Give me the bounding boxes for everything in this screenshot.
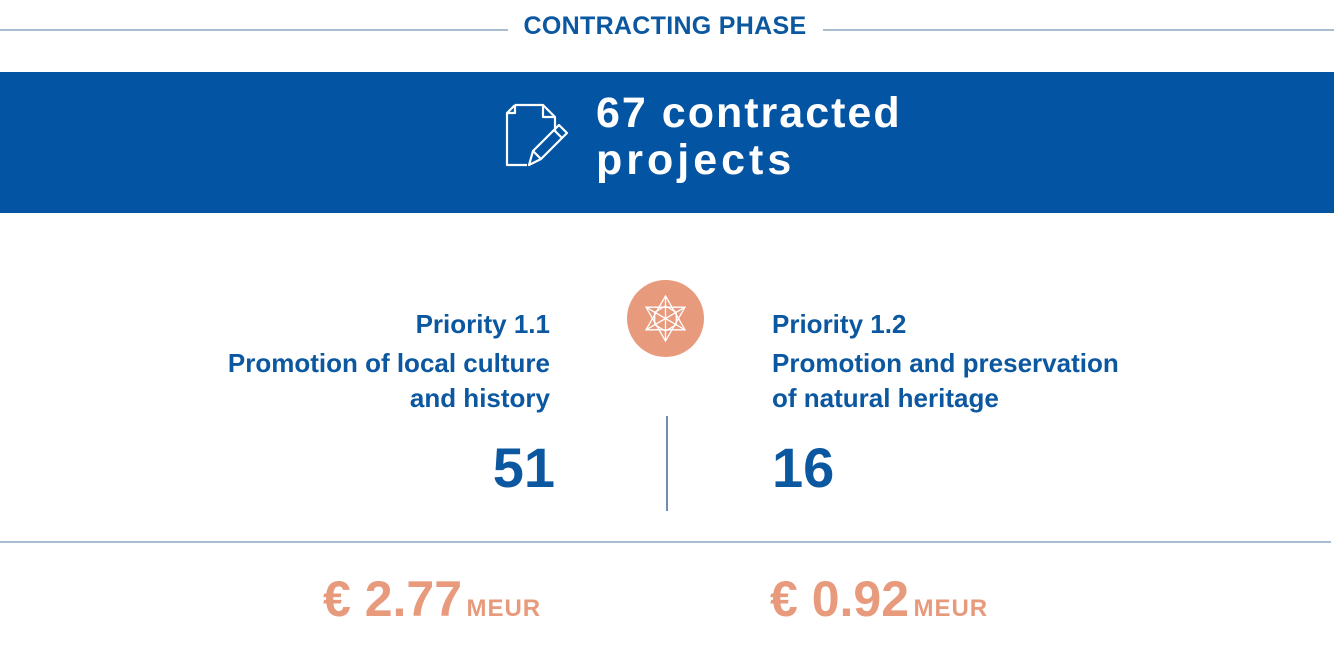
document-edit-icon [503,101,571,171]
priority-1-2-description: Promotion and preservation of natural he… [772,346,1192,416]
priority-1-1-amount-unit: MEUR [466,595,542,622]
section-rule [0,541,1331,543]
priority-1-1-amount-value: € 2.77 [323,571,463,627]
priority-1-2-amount-unit: MEUR [913,595,989,622]
priority-1-1-description: Promotion of local culture and history [120,346,550,416]
priority-1-2-label: Priority 1.2 [772,309,907,339]
priority-1-1-desc-line-1: Promotion of local culture [227,348,550,378]
banner-headline: 67 contracted projects [596,90,902,184]
priority-1-1-desc-line-2: and history [409,383,550,413]
banner-line-1: 67 contracted [596,89,902,137]
priority-1-1-amount: € 2.77 MEUR [323,570,541,628]
center-divider [666,416,668,511]
star-mandala-icon [627,280,704,357]
phase-title: CONTRACTING PHASE [523,12,807,40]
priority-1-2-count: 16 [772,436,835,499]
priority-1-2-amount: € 0.92 MEUR [770,570,988,628]
priority-1-2-desc-line-2: of natural heritage [772,383,999,413]
priority-1-2-desc-line-1: Promotion and preservation [772,348,1119,378]
banner-line-2: projects [596,136,796,184]
priority-1-2-amount-value: € 0.92 [770,571,910,627]
priority-1-1-count: 51 [492,436,555,499]
header-rule-left [0,29,508,31]
header-rule-right [823,29,1334,31]
priority-1-1-label: Priority 1.1 [415,309,550,339]
summary-banner [0,72,1334,213]
